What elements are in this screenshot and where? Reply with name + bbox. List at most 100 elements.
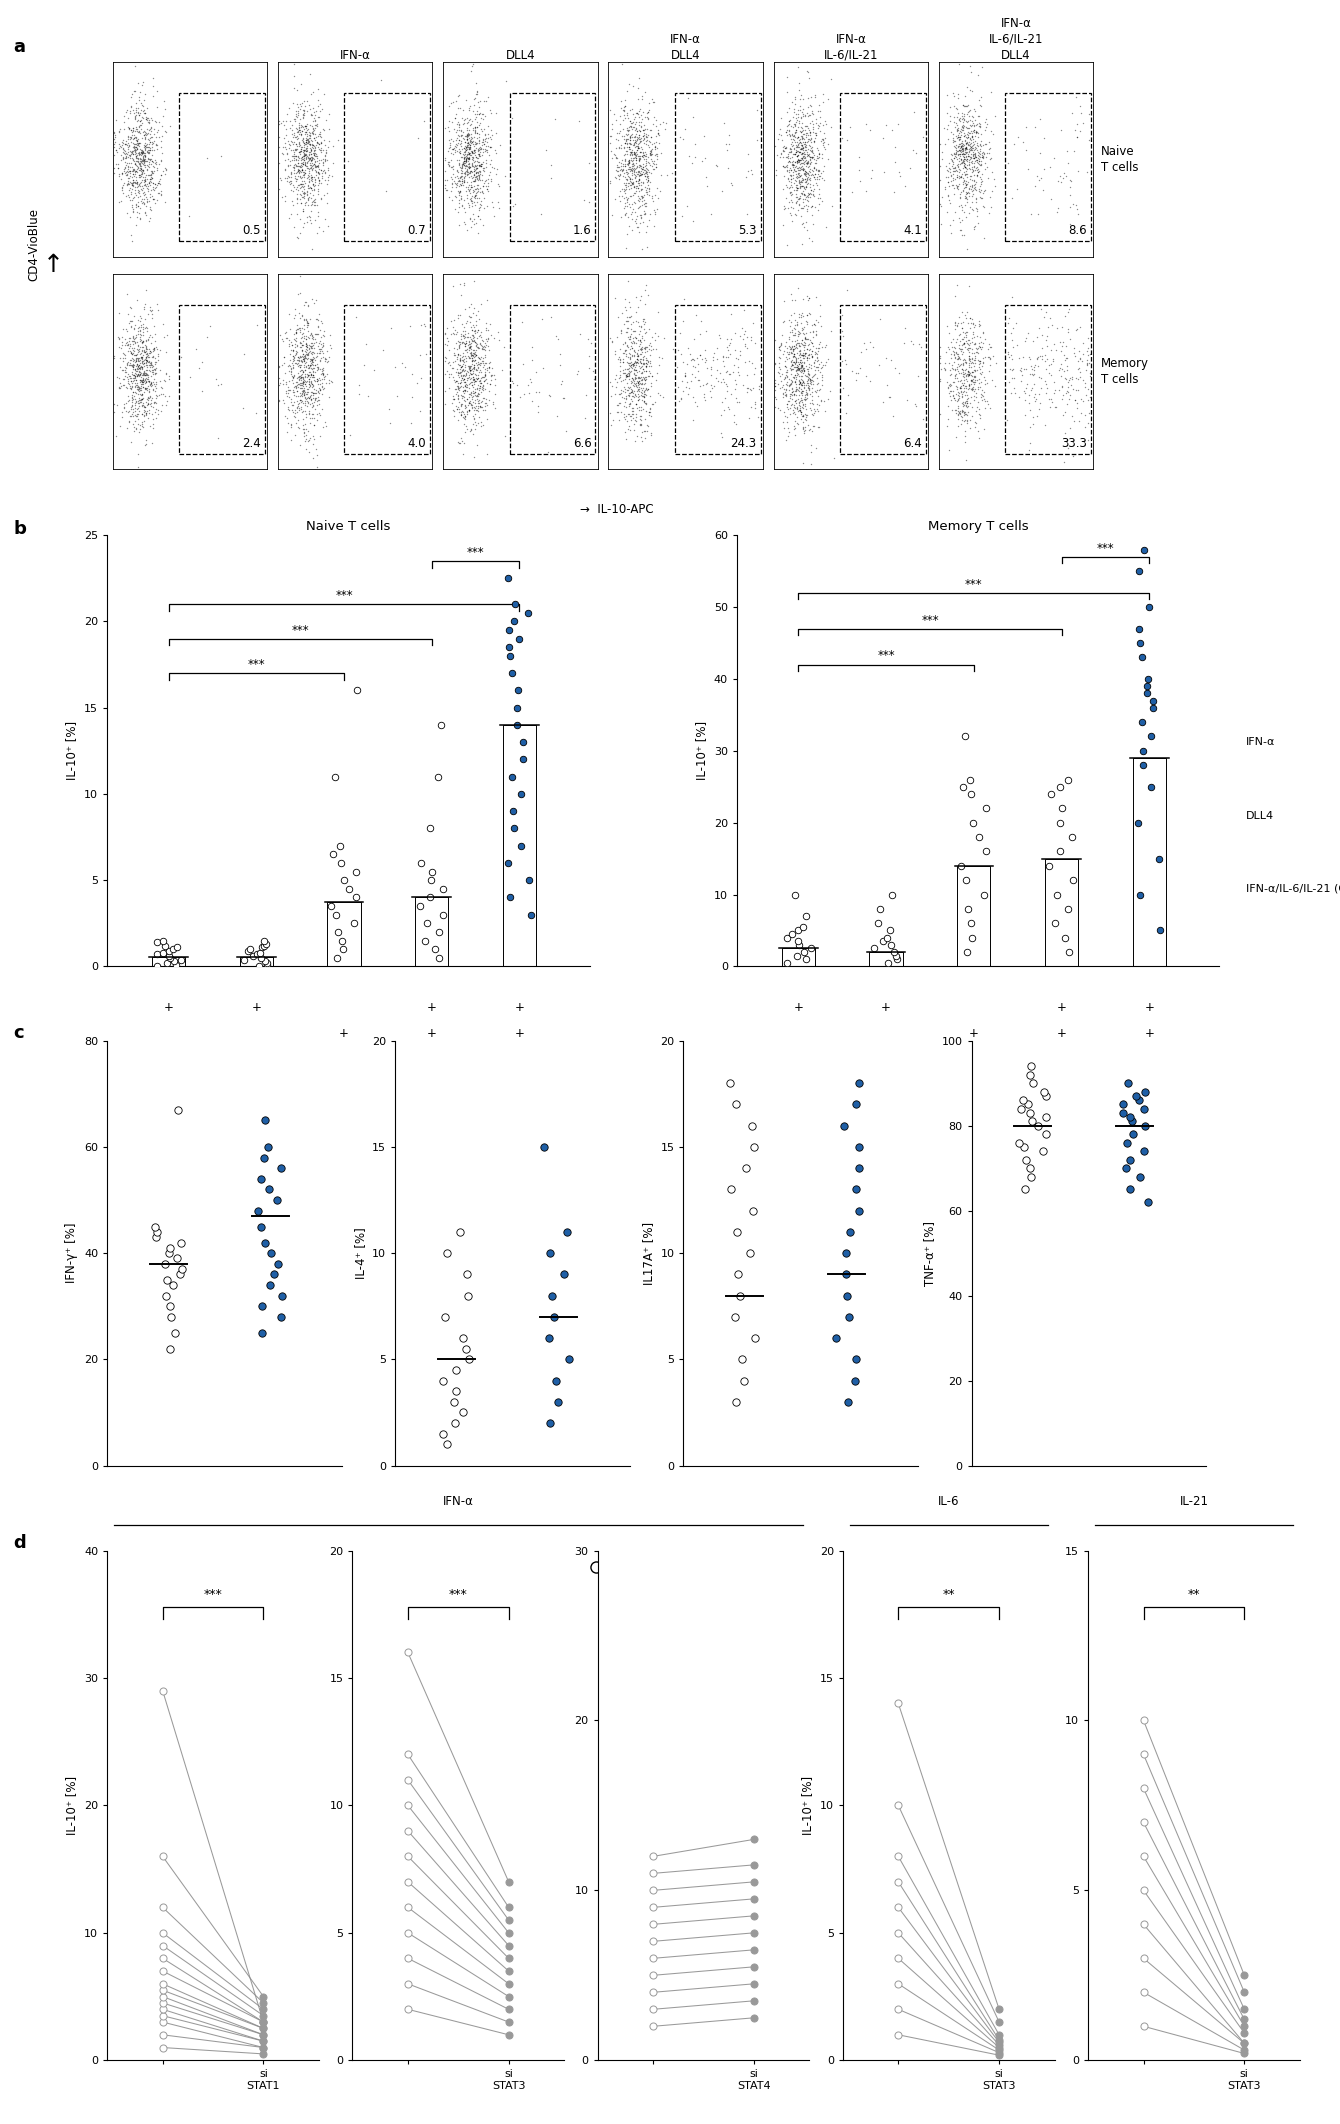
Point bbox=[131, 350, 153, 384]
Point bbox=[127, 127, 149, 161]
Point bbox=[143, 308, 165, 342]
Point bbox=[800, 161, 821, 195]
Point bbox=[454, 399, 476, 433]
Point bbox=[449, 136, 470, 170]
Point bbox=[610, 312, 631, 346]
Point bbox=[296, 125, 318, 159]
Point bbox=[470, 321, 492, 355]
Point bbox=[779, 397, 800, 431]
Point bbox=[643, 147, 665, 181]
Point bbox=[801, 104, 823, 138]
Point bbox=[712, 174, 733, 208]
Point bbox=[462, 164, 484, 198]
Point bbox=[954, 147, 976, 181]
Point bbox=[458, 104, 480, 138]
Point bbox=[788, 151, 809, 185]
Point bbox=[788, 272, 809, 306]
Point bbox=[716, 127, 737, 161]
Point bbox=[616, 299, 638, 333]
Point bbox=[138, 395, 159, 429]
Point bbox=[468, 387, 489, 421]
Point bbox=[635, 147, 657, 181]
Point bbox=[1063, 187, 1084, 221]
Point bbox=[314, 142, 335, 176]
Point bbox=[472, 329, 493, 363]
Point bbox=[122, 142, 143, 176]
Point bbox=[293, 140, 315, 174]
Point bbox=[134, 159, 155, 193]
Point bbox=[1059, 293, 1080, 327]
Point bbox=[781, 346, 803, 380]
Point bbox=[622, 348, 643, 382]
Point bbox=[772, 149, 793, 183]
Point bbox=[137, 336, 158, 370]
Point bbox=[602, 325, 623, 359]
Point bbox=[457, 147, 478, 181]
Point bbox=[777, 138, 799, 172]
Point bbox=[127, 357, 149, 391]
Point bbox=[943, 172, 965, 206]
Point bbox=[139, 176, 161, 210]
Point bbox=[127, 144, 149, 178]
Point bbox=[117, 314, 138, 348]
Point bbox=[275, 314, 296, 348]
Point bbox=[955, 125, 977, 159]
Point bbox=[614, 380, 635, 414]
Point bbox=[789, 365, 811, 399]
Point bbox=[289, 159, 311, 193]
Point bbox=[811, 344, 832, 378]
Point bbox=[779, 384, 800, 418]
Point bbox=[805, 357, 827, 391]
Point bbox=[147, 338, 169, 372]
Point bbox=[647, 113, 669, 147]
Point bbox=[612, 153, 634, 187]
Point bbox=[485, 378, 507, 412]
Point bbox=[133, 363, 154, 397]
Point bbox=[153, 100, 174, 134]
Point bbox=[126, 353, 147, 387]
Point bbox=[469, 136, 490, 170]
Point bbox=[744, 1865, 765, 1899]
Point bbox=[641, 138, 662, 172]
Point bbox=[125, 397, 146, 431]
Point bbox=[465, 363, 486, 397]
Point bbox=[626, 387, 647, 421]
Point bbox=[950, 408, 972, 442]
Point bbox=[137, 153, 158, 187]
Point bbox=[454, 319, 476, 353]
Point bbox=[744, 1882, 765, 1916]
Point bbox=[464, 393, 485, 427]
Point bbox=[135, 363, 157, 397]
Point bbox=[808, 176, 829, 210]
Title: IFN-α
DLL4: IFN-α DLL4 bbox=[670, 32, 701, 62]
Point bbox=[963, 410, 985, 444]
Point bbox=[457, 185, 478, 219]
Point bbox=[670, 382, 691, 416]
Point bbox=[862, 153, 883, 187]
Point bbox=[797, 185, 819, 219]
Point bbox=[103, 387, 125, 421]
Point bbox=[452, 361, 473, 395]
Point bbox=[472, 329, 493, 363]
Point bbox=[444, 113, 465, 147]
Point bbox=[627, 183, 649, 217]
Point bbox=[784, 151, 805, 185]
Point bbox=[134, 327, 155, 361]
Point bbox=[773, 208, 795, 242]
Point bbox=[129, 147, 150, 181]
Point bbox=[474, 340, 496, 374]
Point bbox=[1056, 340, 1077, 374]
Point bbox=[989, 1992, 1010, 2026]
Point bbox=[466, 164, 488, 198]
Point bbox=[954, 138, 976, 172]
Point bbox=[785, 342, 807, 376]
Point bbox=[458, 93, 480, 127]
Point bbox=[961, 342, 982, 376]
Point bbox=[631, 136, 653, 170]
Point bbox=[791, 367, 812, 401]
Point bbox=[945, 132, 966, 166]
Point bbox=[454, 125, 476, 159]
Point bbox=[702, 340, 724, 374]
Point bbox=[776, 387, 797, 421]
Point bbox=[307, 174, 328, 208]
